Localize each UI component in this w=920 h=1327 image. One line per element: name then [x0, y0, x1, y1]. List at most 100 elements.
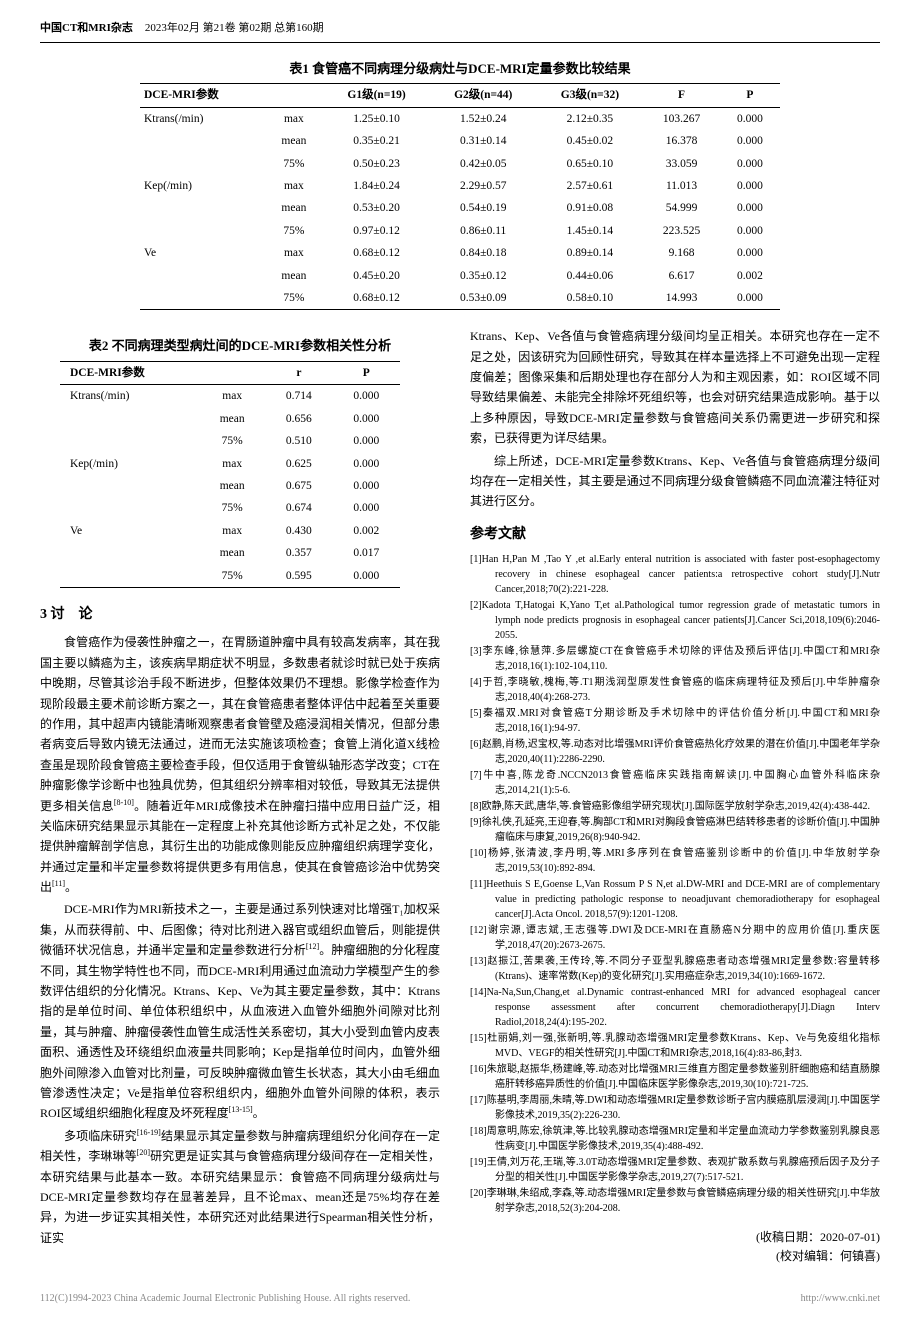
table1-cell — [140, 287, 265, 310]
table1-cell: 0.000 — [720, 130, 780, 152]
table1-cell: 16.378 — [643, 130, 720, 152]
reference-item: [7]牛中喜,陈龙奇.NCCN2013食管癌临床实践指南解读[J].中国胸心血管… — [470, 768, 880, 798]
table1-cell: 0.000 — [720, 287, 780, 310]
reference-item: [9]徐礼侠,孔延亮,王迎春,等.胸部CT和MRI对胸段食管癌淋巴结转移患者的诊… — [470, 815, 880, 845]
table1-cell: 0.53±0.20 — [323, 197, 430, 219]
table2-cell: 75% — [199, 497, 265, 519]
table1-cell: 0.000 — [720, 242, 780, 264]
table1-cell: 0.000 — [720, 220, 780, 242]
editor-name: (校对编辑：何镇喜) — [470, 1247, 880, 1266]
table1-cell: 9.168 — [643, 242, 720, 264]
t2-h3: P — [333, 362, 400, 385]
page-number: 112(C)1994-2023 China Academic Journal E… — [40, 1291, 410, 1307]
discussion-body: 食管癌作为侵袭性肿瘤之一，在胃肠道肿瘤中具有较高发病率，其在我国主要以鳞癌为主，… — [40, 632, 440, 1248]
issue-info: 2023年02月 第21卷 第02期 总第160期 — [145, 20, 324, 38]
table1-cell: Ve — [140, 242, 265, 264]
table2-cell: 0.002 — [333, 520, 400, 542]
reference-item: [10]杨婷,张清波,李丹明,等.MRI多序列在食管癌鉴别诊断中的价值[J].中… — [470, 846, 880, 876]
reference-item: [16]朱旅聪,赵振华,杨建峰,等.动态对比增强MRI三维直方图定量参数鉴别肝细… — [470, 1062, 880, 1092]
table2-cell: 0.675 — [265, 475, 332, 497]
reference-item: [5]秦福双.MRI对食管癌T分期诊断及手术切除中的评估价值分析[J].中国CT… — [470, 706, 880, 736]
page-footer: 112(C)1994-2023 China Academic Journal E… — [40, 1287, 880, 1307]
table2-cell: 75% — [199, 565, 265, 588]
reference-item: [3]李东峰,徐慧萍.多层螺旋CT在食管癌手术切除的评估及预后评估[J].中国C… — [470, 644, 880, 674]
table1-cell: 103.267 — [643, 107, 720, 130]
table1-cell: 223.525 — [643, 220, 720, 242]
t1-h4: G3级(n=32) — [537, 84, 644, 107]
right-col-body: Ktrans、Kep、Ve各值与食管癌病理分级间均呈正相关。本研究也存在一定不足… — [470, 326, 880, 512]
discussion-p1: 食管癌作为侵袭性肿瘤之一，在胃肠道肿瘤中具有较高发病率，其在我国主要以鳞癌为主，… — [40, 632, 440, 897]
table1-cell: 0.97±0.12 — [323, 220, 430, 242]
table1-caption: 表1 食管癌不同病理分级病灶与DCE-MRI定量参数比较结果 — [40, 59, 880, 80]
table1-cell: mean — [265, 130, 324, 152]
reference-item: [1]Han H,Pan M ,Tao Y ,et al.Early enter… — [470, 552, 880, 597]
table1-cell: 0.84±0.18 — [430, 242, 537, 264]
table2-cell: 0.510 — [265, 430, 332, 452]
table2-cell: 0.000 — [333, 565, 400, 588]
table1-cell: max — [265, 107, 324, 130]
table1-cell: 2.57±0.61 — [537, 175, 644, 197]
table1-cell: 0.000 — [720, 175, 780, 197]
table1: DCE-MRI参数 G1级(n=19) G2级(n=44) G3级(n=32) … — [140, 83, 780, 310]
table1-cell — [140, 197, 265, 219]
table2-cell: 0.357 — [265, 542, 332, 564]
table2: DCE-MRI参数 r P Ktrans(/min)max0.7140.000m… — [60, 361, 400, 588]
table1-cell: max — [265, 242, 324, 264]
reference-item: [13]赵振江,苦果袭,王传玲,等.不同分子亚型乳腺癌患者动态增强MRI定量参数… — [470, 954, 880, 984]
table2-cell: 75% — [199, 430, 265, 452]
table1-cell: 75% — [265, 153, 324, 175]
t2-h1 — [199, 362, 265, 385]
table2-cell: 0.674 — [265, 497, 332, 519]
table2-cell: 0.000 — [333, 408, 400, 430]
reference-item: [17]陈基明,李周丽,朱晴,等.DWI和动态增强MRI定量参数诊断子宫内膜癌肌… — [470, 1093, 880, 1123]
reference-item: [11]Heethuis S E,Goense L,Van Rossum P S… — [470, 877, 880, 922]
table1-cell: 0.000 — [720, 153, 780, 175]
t1-h6: P — [720, 84, 780, 107]
table1-cell: 1.52±0.24 — [430, 107, 537, 130]
t1-h1 — [265, 84, 324, 107]
table1-cell: 0.58±0.10 — [537, 287, 644, 310]
reference-item: [4]于哲,李晓敏,槐梅,等.T1期浅润型原发性食管癌的临床病理特征及预后[J]… — [470, 675, 880, 705]
table2-cell: 0.000 — [333, 430, 400, 452]
table1-cell: 0.68±0.12 — [323, 287, 430, 310]
reference-item: [18]周意明,陈宏,徐筑津,等.比较乳腺动态增强MRI定量和半定量血流动力学参… — [470, 1124, 880, 1154]
table1-cell — [140, 220, 265, 242]
table2-cell: 0.000 — [333, 475, 400, 497]
table2-cell — [60, 497, 199, 519]
table1-cell: 0.50±0.23 — [323, 153, 430, 175]
table2-cell: mean — [199, 408, 265, 430]
table1-cell: 2.12±0.35 — [537, 107, 644, 130]
table1-cell — [140, 153, 265, 175]
table2-cell — [60, 408, 199, 430]
reference-item: [8]欧静,陈天武,唐华,等.食管癌影像组学研究现状[J].国际医学放射学杂志,… — [470, 799, 880, 814]
table2-cell: mean — [199, 542, 265, 564]
footer-url: http://www.cnki.net — [801, 1291, 880, 1307]
rightcol-p1: Ktrans、Kep、Ve各值与食管癌病理分级间均呈正相关。本研究也存在一定不足… — [470, 326, 880, 448]
reference-item: [20]李琳琳,朱绍成,李森,等.动态增强MRI定量参数与食管鳞癌病理分级的相关… — [470, 1186, 880, 1216]
references-heading: 参考文献 — [470, 524, 880, 546]
table2-cell: 0.000 — [333, 497, 400, 519]
reference-item: [14]Na-Na,Sun,Chang,et al.Dynamic contra… — [470, 985, 880, 1030]
table2-cell: max — [199, 520, 265, 542]
table2-cell: 0.625 — [265, 453, 332, 475]
t1-h2: G1级(n=19) — [323, 84, 430, 107]
reference-item: [19]王倩,刘万花,王瑞,等.3.0T动态增强MRI定量参数、表观扩散系数与乳… — [470, 1155, 880, 1185]
table2-cell — [60, 430, 199, 452]
table1-cell: 0.000 — [720, 197, 780, 219]
table1-cell: 0.86±0.11 — [430, 220, 537, 242]
table1-cell: 75% — [265, 220, 324, 242]
table2-cell: 0.000 — [333, 453, 400, 475]
t2-h2: r — [265, 362, 332, 385]
table2-cell: max — [199, 453, 265, 475]
reference-item: [15]杜丽娟,刘一强,张新明,等.乳腺动态增强MRI定量参数Ktrans、Ke… — [470, 1031, 880, 1061]
table1-cell: 11.013 — [643, 175, 720, 197]
table2-cell: max — [199, 385, 265, 408]
table1-cell: 0.35±0.12 — [430, 265, 537, 287]
table1-cell: 0.45±0.02 — [537, 130, 644, 152]
table2-cell: 0.430 — [265, 520, 332, 542]
table1-cell: 0.44±0.06 — [537, 265, 644, 287]
journal-header: 中国CT和MRI杂志 2023年02月 第21卷 第02期 总第160期 — [40, 20, 880, 43]
t1-h0: DCE-MRI参数 — [140, 84, 265, 107]
received-date: (收稿日期：2020-07-01) — [470, 1228, 880, 1247]
table2-cell: mean — [199, 475, 265, 497]
